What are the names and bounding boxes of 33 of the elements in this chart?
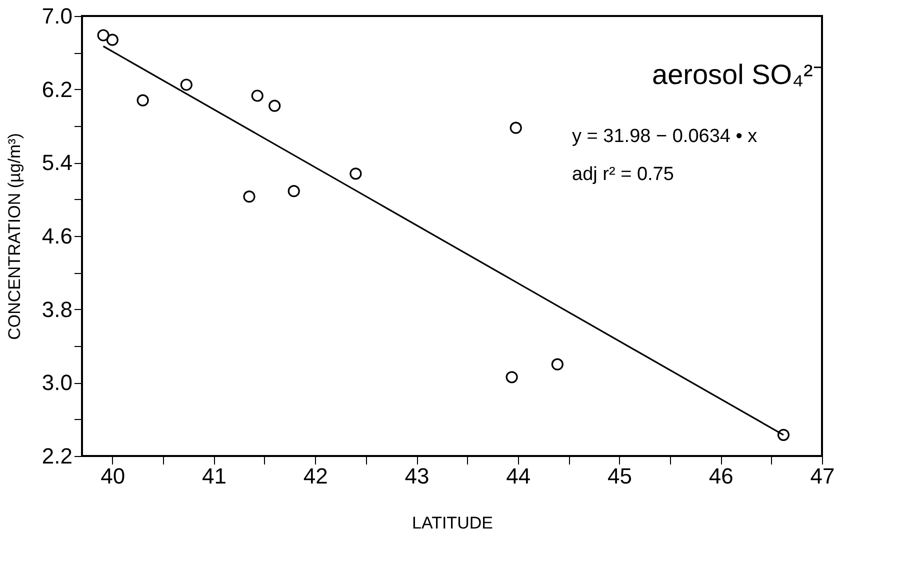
y-tick-label: 7.0	[42, 4, 72, 28]
x-tick-label: 40	[100, 464, 126, 488]
point	[288, 185, 300, 198]
point	[106, 34, 118, 46]
point	[180, 78, 192, 91]
x-tick-label: 46	[708, 464, 734, 488]
y-tick-label: 4.6	[42, 224, 72, 248]
point	[510, 122, 522, 134]
point	[551, 358, 564, 370]
y-tick-label: 5.4	[42, 150, 72, 176]
annotation: aerosol SO₄²⁻	[652, 59, 822, 90]
x-tick-label: 47	[810, 464, 835, 488]
point	[506, 371, 518, 384]
point	[268, 100, 281, 112]
x-axis-title: LATITUDE	[412, 514, 493, 532]
x-tick-label: 41	[202, 464, 227, 488]
y-tick-label: 3.0	[42, 370, 72, 396]
y-tick-label: 6.2	[42, 76, 72, 102]
y-tick-label: 2.2	[42, 444, 72, 468]
annotation: y = 31.98 − 0.0634 • x	[572, 126, 758, 147]
point	[243, 190, 256, 203]
point	[777, 428, 790, 441]
y-axis-title: CONCENTRATION (µg/m³)	[4, 133, 24, 340]
x-tick-label: 44	[506, 464, 531, 488]
point	[251, 90, 264, 102]
x-tick-label: 42	[303, 464, 328, 488]
y-tick-label: 3.8	[42, 296, 72, 322]
point	[136, 94, 149, 106]
annotation: adj r² = 0.75	[572, 164, 674, 185]
point	[97, 29, 110, 42]
x-tick-label: 45	[608, 464, 632, 488]
point	[350, 168, 362, 180]
x-tick-label: 43	[404, 464, 430, 488]
